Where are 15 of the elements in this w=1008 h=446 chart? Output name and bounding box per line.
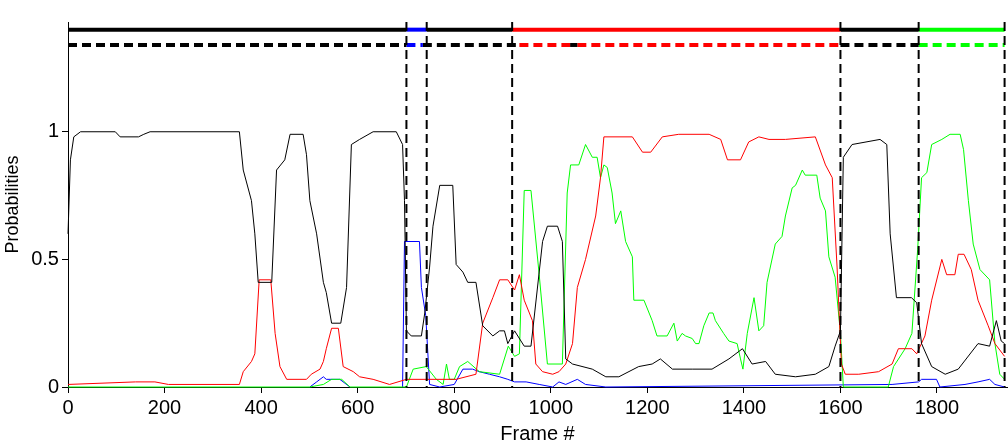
x-tick-label: 400 — [244, 395, 278, 418]
x-tick-label: 0 — [62, 395, 74, 418]
y-tick-label: 1 — [47, 119, 59, 142]
y-tick-label: 0 — [47, 374, 59, 397]
x-tick-label: 800 — [437, 395, 471, 418]
x-tick-label: 1200 — [625, 395, 670, 418]
x-tick-label: 1400 — [721, 395, 767, 418]
x-tick-label: 1800 — [914, 395, 960, 418]
x-axis-title: Frame # — [500, 421, 576, 444]
y-axis-title: Probabilities — [1, 155, 22, 254]
x-tick-label: 600 — [340, 395, 375, 418]
x-tick-label: 200 — [147, 395, 182, 418]
y-tick-label: 0.5 — [31, 246, 59, 269]
x-tick-label: 1600 — [818, 395, 863, 418]
x-tick-label: 1000 — [528, 395, 574, 418]
